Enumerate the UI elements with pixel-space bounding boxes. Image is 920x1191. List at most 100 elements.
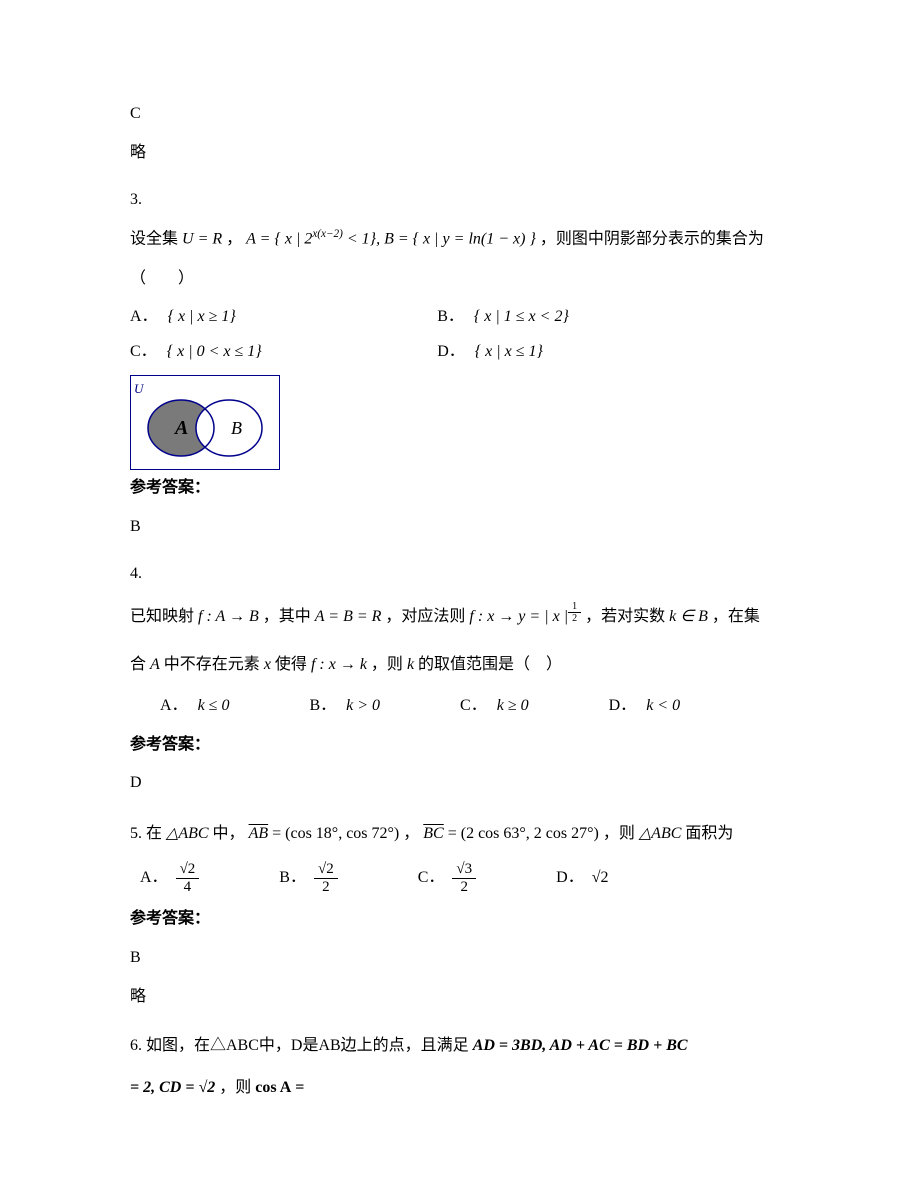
q4-answer-label: 参考答案：: [130, 731, 790, 760]
q3-c-val: { x | 0 < x ≤ 1}: [167, 338, 262, 367]
q3-venn-u-label: U: [134, 377, 143, 400]
q4-l2-x: x: [264, 656, 271, 673]
q3-a-val: { x | x ≥ 1}: [168, 303, 236, 332]
q3-d-label: D．: [437, 338, 465, 367]
q4-l2-m1: 中不存在元素: [164, 656, 260, 673]
q5-pre: 在: [146, 825, 162, 842]
q6-sqrt2: √2: [198, 1079, 215, 1096]
q4-l2-pre: 合: [130, 656, 146, 673]
q4-exp-num: 1: [568, 601, 581, 613]
q5-prompt: 5. 在 △ABC 中， AB = (cos 18°, cos 72°) ， B…: [130, 816, 790, 851]
q4-fxk: f : x → k: [311, 656, 367, 673]
q4-choice-a: A． k ≤ 0: [160, 692, 229, 721]
q5-choice-d: D． √2: [556, 864, 608, 893]
q5-tri2: △ABC: [639, 825, 682, 842]
q5-d-val: √2: [592, 864, 609, 893]
q4-choice-b: B． k > 0: [309, 692, 380, 721]
q3-answer-letter: B: [130, 513, 790, 542]
q4-number: 4.: [130, 560, 790, 589]
q3-choice-a: A． { x | x ≥ 1}: [130, 303, 407, 332]
q4-l2-m2: 使得: [275, 656, 307, 673]
venn-a-label: A: [173, 417, 188, 439]
q4-answer-letter: D: [130, 769, 790, 798]
q6-l2-mid: ，则: [219, 1079, 255, 1096]
q4-line1: 已知映射 f : A → B ，其中 A = B = R ，对应法则 f : x…: [130, 598, 790, 636]
q3-pre: 设全集: [130, 231, 178, 248]
q3-a-label: A．: [130, 303, 158, 332]
q5-answer-letter: B: [130, 944, 790, 973]
q5-d-label: D．: [556, 864, 584, 893]
q4-f1: f : A → B: [198, 608, 259, 625]
q5-vec-ab: AB: [249, 825, 269, 842]
q3-choices-row2: C． { x | 0 < x ≤ 1} D． { x | x ≤ 1}: [130, 338, 790, 367]
q5-note: 略: [130, 983, 790, 1012]
q4-exp-den: 2: [568, 613, 581, 624]
q6-l2-tail: =: [295, 1079, 304, 1096]
q4-line2: 合 A 中不存在元素 x 使得 f : x → k ，则 k 的取值范围是（ ）: [130, 647, 790, 682]
q6-cosA: cos A: [255, 1079, 291, 1096]
q5-vec-bc: BC: [423, 825, 443, 842]
q5-m2: ，则: [603, 825, 635, 842]
q5-c-num: √3: [452, 861, 476, 879]
q4-m1: ，其中: [263, 608, 311, 625]
q4-m2: ，对应法则: [385, 608, 465, 625]
q4-choice-d: D． k < 0: [609, 692, 680, 721]
q3-prompt: 设全集 U = R ， A = { x | 2x(x−2) < 1}, B = …: [130, 224, 790, 254]
q5-num: 5.: [130, 825, 146, 842]
q4-l2-tail: 的取值范围是（ ）: [418, 656, 562, 673]
q4-l2-m3: ，则: [371, 656, 403, 673]
q4-d-label: D．: [609, 692, 637, 721]
q4-a-label: A．: [160, 692, 188, 721]
q3-d-val: { x | x ≤ 1}: [475, 338, 543, 367]
q5-tail: 面积为: [685, 825, 733, 842]
q4-d-val: k < 0: [646, 692, 680, 721]
venn-b-label: B: [231, 418, 242, 438]
q3-b-val: { x | 1 ≤ x < 2}: [474, 303, 569, 332]
q4-c-val: k ≥ 0: [497, 692, 529, 721]
q3-answer-label: 参考答案：: [130, 474, 790, 503]
q6-l2-pre: = 2, CD =: [130, 1079, 198, 1096]
q5-eq-bc: = (2 cos 63°, 2 cos 27°): [448, 825, 599, 842]
q5-a-num: √2: [176, 861, 200, 879]
q5-b-label: B．: [279, 864, 306, 893]
q5-m1: 中，: [213, 825, 245, 842]
q4-l2-k: k: [407, 656, 414, 673]
q6-line2: = 2, CD = √2 ，则 cos A =: [130, 1072, 790, 1104]
q5-choice-b: B． √22: [279, 861, 337, 895]
q4-pre: 已知映射: [130, 608, 194, 625]
q4-c-label: C．: [460, 692, 487, 721]
q3-venn-svg: A B: [131, 376, 279, 469]
q5-b-num: √2: [314, 861, 338, 879]
q3-choice-d: D． { x | x ≤ 1}: [437, 338, 714, 367]
q4-choices: A． k ≤ 0 B． k > 0 C． k ≥ 0 D． k < 0: [160, 692, 790, 721]
q4-m4: ，在集: [712, 608, 760, 625]
q2-answer-letter: C: [130, 100, 790, 129]
q5-b-den: 2: [318, 879, 334, 896]
q3-choices-row1: A． { x | x ≥ 1} B． { x | 1 ≤ x < 2}: [130, 303, 790, 332]
q3-A-exp: x(x−2): [312, 228, 343, 240]
q4-l2-A: A: [150, 656, 160, 673]
q3-venn-diagram: U A B: [130, 375, 280, 470]
q3-b-label: B．: [437, 303, 464, 332]
q5-answer-label: 参考答案：: [130, 905, 790, 934]
q3-choice-c: C． { x | 0 < x ≤ 1}: [130, 338, 407, 367]
q4-choice-c: C． k ≥ 0: [460, 692, 529, 721]
q2-note: 略: [130, 139, 790, 168]
q3-U: U = R: [182, 231, 222, 248]
q4-a-val: k ≤ 0: [198, 692, 230, 721]
q3-choice-b: B． { x | 1 ≤ x < 2}: [437, 303, 714, 332]
q3-A-tail: < 1}, B = { x | y = ln(1 − x) }: [343, 231, 536, 248]
q4-m3: ，若对实数: [585, 608, 665, 625]
q3-mid: ，则图中阴影部分表示的集合为: [540, 231, 764, 248]
q3-paren: （ ）: [130, 265, 790, 294]
q5-comma: ，: [403, 825, 419, 842]
q4-f2: f : x → y = | x |: [469, 608, 568, 625]
q4-kb: k ∈ B: [669, 608, 708, 625]
q6-pre: 如图，在△ABC中，D是AB边上的点，且满足: [146, 1037, 473, 1054]
q6-expr1: AD = 3BD, AD + AC = BD + BC: [473, 1037, 688, 1054]
q4-b-val: k > 0: [346, 692, 380, 721]
q5-tri: △ABC: [166, 825, 209, 842]
q3-c1: ，: [226, 231, 242, 248]
q4-abr: A = B = R: [315, 608, 382, 625]
q3-c-label: C．: [130, 338, 157, 367]
